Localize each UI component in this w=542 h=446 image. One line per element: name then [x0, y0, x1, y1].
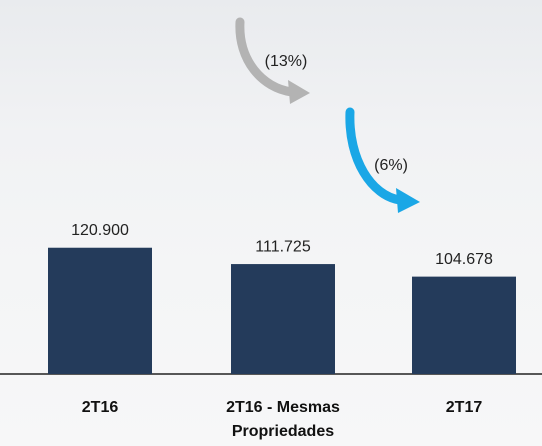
arrow-head: [288, 80, 310, 104]
bar: [231, 264, 335, 374]
bar: [412, 276, 516, 374]
value-label: 104.678: [435, 251, 493, 268]
x-tick-label: 2T16: [81, 399, 119, 416]
arrow-head: [396, 188, 420, 213]
bar: [48, 247, 152, 374]
value-label: 120.900: [71, 222, 129, 239]
x-tick-label: 2T17: [445, 399, 483, 416]
arrow-shaft: [345, 107, 405, 205]
value-label: 111.725: [255, 238, 311, 255]
annotation: (13%): [265, 53, 308, 70]
x-tick-label: 2T16 - Mesmas Propriedades: [226, 399, 340, 440]
annotation: (6%): [374, 157, 408, 174]
arrow-shaft: [235, 17, 297, 97]
